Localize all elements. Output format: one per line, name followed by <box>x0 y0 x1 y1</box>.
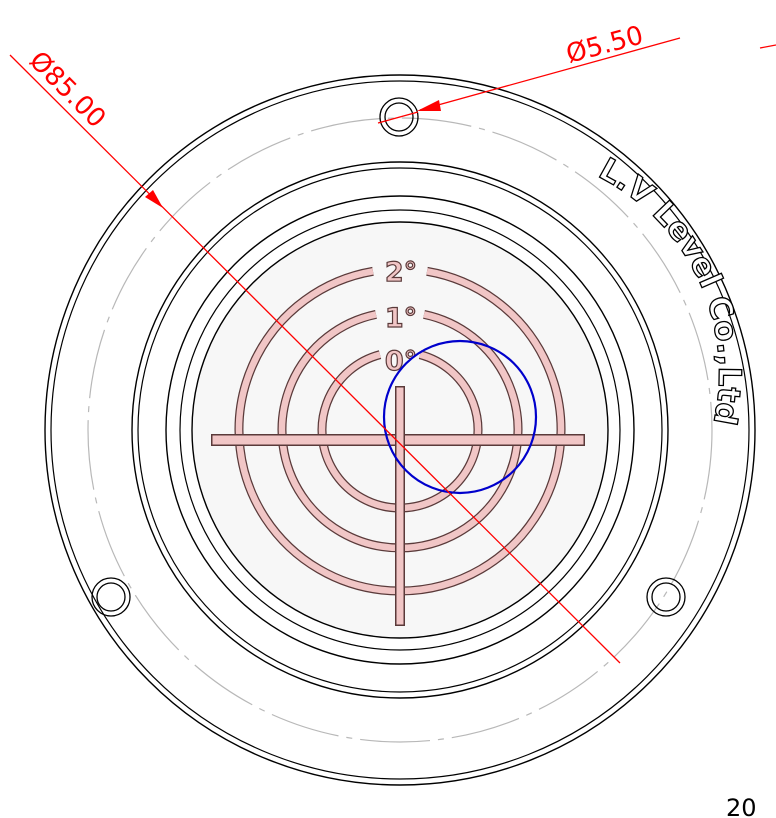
body-ring-second <box>137 167 663 693</box>
degree-label-2: 2° <box>385 257 417 288</box>
bubble-circle <box>382 339 538 495</box>
body-ring-outer <box>131 161 669 699</box>
outer-diameter-label: Ø85.00 <box>23 46 111 134</box>
hole-diameter-label: Ø5.50 <box>563 21 646 70</box>
bolt-circle-centerline <box>87 117 713 743</box>
brand-text: L.V Level Co.,Ltd <box>593 151 747 428</box>
body-ring-third <box>165 195 635 665</box>
outer-rim-inner-circle <box>50 80 750 780</box>
body-ring-fourth <box>179 209 621 651</box>
outer-rim-circle <box>44 74 756 786</box>
dimension-hole-diameter: Ø5.50 <box>377 21 681 124</box>
mounting-hole-right <box>646 577 686 617</box>
mounting-hole-left <box>91 577 131 617</box>
edge-dimension-stub <box>759 44 776 49</box>
corner-dimension-value: 20 <box>726 794 757 818</box>
crosshair <box>211 386 585 626</box>
degree-label-0: 0° <box>385 346 417 377</box>
degree-label-1: 1° <box>385 303 417 334</box>
mounting-hole-top <box>379 97 419 137</box>
